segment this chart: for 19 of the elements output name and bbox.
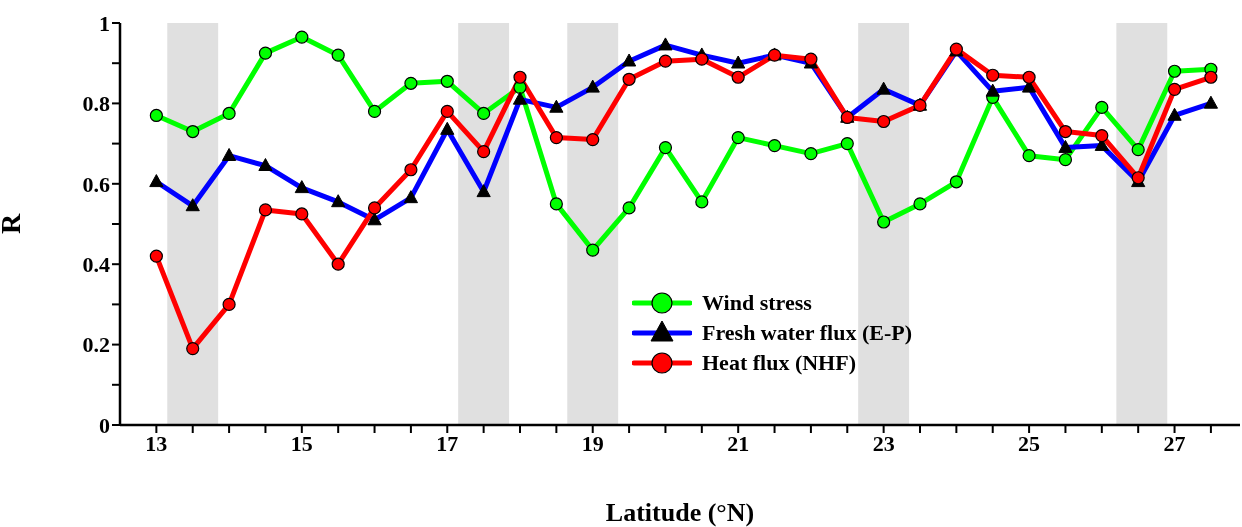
x-axis-title: Latitude (°N) (605, 498, 755, 527)
y-tick-label: 0.2 (82, 332, 110, 358)
y-tick-label: 0.4 (82, 252, 110, 278)
x-tick-label: 15 (290, 430, 313, 456)
y-tick-label: 0.8 (82, 91, 110, 117)
x-tick-label: 25 (1018, 430, 1041, 456)
y-tick-label: 0 (99, 412, 110, 438)
x-tick-label: 19 (581, 430, 604, 456)
x-tick-label: 21 (727, 430, 750, 456)
x-tick-label: 23 (872, 430, 895, 456)
y-tick-label: 0.6 (82, 171, 110, 197)
legend-label: Wind stress (702, 290, 812, 316)
y-tick-label: 1 (99, 10, 110, 36)
y-axis-title: R (0, 213, 26, 235)
legend-label: Fresh water flux (E-P) (702, 320, 912, 346)
x-tick-label: 13 (145, 430, 168, 456)
x-tick-label: 27 (1163, 430, 1186, 456)
legend-label: Heat flux (NHF) (702, 350, 856, 376)
x-tick-label: 17 (436, 430, 459, 456)
